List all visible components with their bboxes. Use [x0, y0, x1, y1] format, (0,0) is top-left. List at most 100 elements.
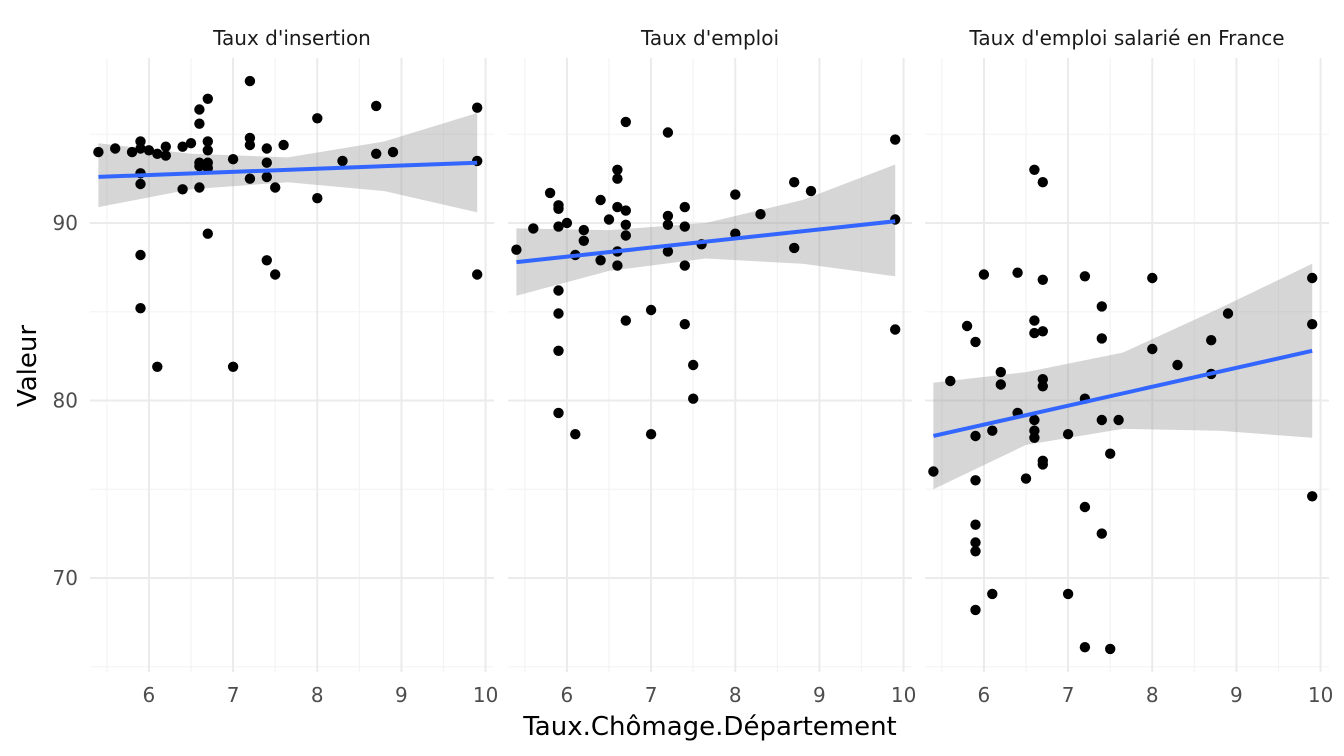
data-point: [1037, 177, 1049, 188]
data-point: [244, 139, 256, 151]
data-point: [612, 173, 623, 184]
data-point: [1172, 359, 1183, 371]
data-point: [890, 134, 901, 145]
data-point: [987, 588, 998, 600]
data-point: [570, 429, 581, 440]
x-tick-label: 10: [1308, 683, 1333, 707]
y-axis-title: Valeur: [13, 325, 43, 407]
data-point: [202, 93, 213, 105]
data-point: [160, 141, 171, 152]
data-point: [177, 184, 188, 195]
data-point: [945, 375, 956, 387]
data-point: [371, 100, 382, 112]
data-point: [1307, 491, 1318, 502]
data-point: [1037, 459, 1049, 470]
data-point: [312, 113, 323, 124]
data-point: [244, 75, 256, 87]
data-point: [1012, 267, 1023, 278]
data-point: [1307, 272, 1318, 284]
data-point: [561, 217, 573, 229]
data-point: [553, 308, 564, 319]
data-point: [553, 221, 564, 232]
data-point: [662, 246, 674, 257]
data-point: [553, 407, 564, 419]
confidence-band: [516, 164, 896, 296]
data-point: [1222, 308, 1234, 319]
data-point: [511, 244, 522, 255]
data-point: [261, 143, 272, 154]
data-point: [1105, 643, 1116, 655]
data-point: [995, 366, 1006, 378]
data-point: [160, 150, 171, 161]
x-tick-label: 7: [227, 683, 240, 707]
data-point: [1147, 343, 1158, 355]
x-tick-label: 7: [1062, 683, 1075, 707]
data-point: [970, 604, 981, 616]
data-point: [645, 304, 657, 316]
data-point: [595, 194, 606, 206]
data-point: [1062, 429, 1074, 440]
data-point: [177, 141, 188, 152]
data-point: [595, 255, 606, 266]
data-point: [995, 379, 1006, 390]
data-point: [278, 139, 289, 151]
data-point: [645, 429, 657, 440]
x-tick-label: 6: [561, 683, 574, 707]
data-point: [126, 146, 138, 158]
data-point: [755, 209, 766, 220]
data-point: [620, 205, 631, 216]
x-tick-label: 10: [891, 683, 916, 707]
data-point: [1029, 327, 1040, 339]
data-point: [194, 182, 205, 193]
data-point: [620, 230, 631, 241]
x-tick-label: 9: [395, 683, 408, 707]
confidence-band: [933, 263, 1313, 490]
regression-line: [932, 348, 1313, 438]
data-point: [1307, 319, 1318, 330]
data-point: [612, 260, 623, 271]
panels-layer: Taux d'insertion 6 7 8 9 10 Taux d'emploi 6 7 8 9 1…: [90, 26, 1333, 707]
x-tick-label: 7: [645, 683, 658, 707]
data-point: [578, 224, 589, 236]
data-point: [135, 178, 146, 190]
panel-2: Taux d'emploi 6 7 8 9 10: [508, 26, 916, 707]
data-point: [1079, 271, 1091, 282]
data-point: [970, 430, 981, 442]
data-point: [970, 546, 981, 557]
data-point: [620, 315, 631, 326]
data-point: [1096, 333, 1108, 344]
data-point: [1029, 315, 1040, 326]
x-tick-label: 6: [143, 683, 156, 707]
data-point: [688, 393, 699, 404]
data-point: [1029, 414, 1040, 426]
data-point: [337, 155, 348, 167]
data-point: [928, 466, 939, 477]
data-point: [1096, 414, 1108, 426]
data-point: [1029, 432, 1040, 443]
data-point: [472, 102, 483, 113]
data-point: [578, 235, 589, 246]
data-point: [152, 148, 163, 159]
confidence-band: [98, 113, 478, 213]
data-point: [261, 255, 272, 266]
data-point: [135, 303, 146, 314]
data-point: [110, 143, 121, 154]
data-point: [528, 223, 539, 234]
regression-line: [516, 219, 896, 265]
data-point: [194, 118, 205, 129]
data-point: [688, 359, 699, 371]
x-tick-label: 9: [1230, 683, 1243, 707]
data-point: [1147, 272, 1158, 284]
panel-3: Taux d'emploi salarié en France 6 7 8 9 10: [925, 26, 1333, 707]
data-point: [987, 425, 998, 436]
panel-1: Taux d'insertion 6 7 8 9 10: [90, 26, 498, 707]
data-point: [1062, 588, 1074, 600]
data-point: [662, 219, 674, 230]
data-point: [805, 185, 817, 197]
data-point: [312, 193, 323, 204]
x-tick-label: 10: [473, 683, 498, 707]
data-point: [612, 164, 623, 175]
data-point: [970, 519, 981, 530]
data-point: [261, 171, 272, 183]
